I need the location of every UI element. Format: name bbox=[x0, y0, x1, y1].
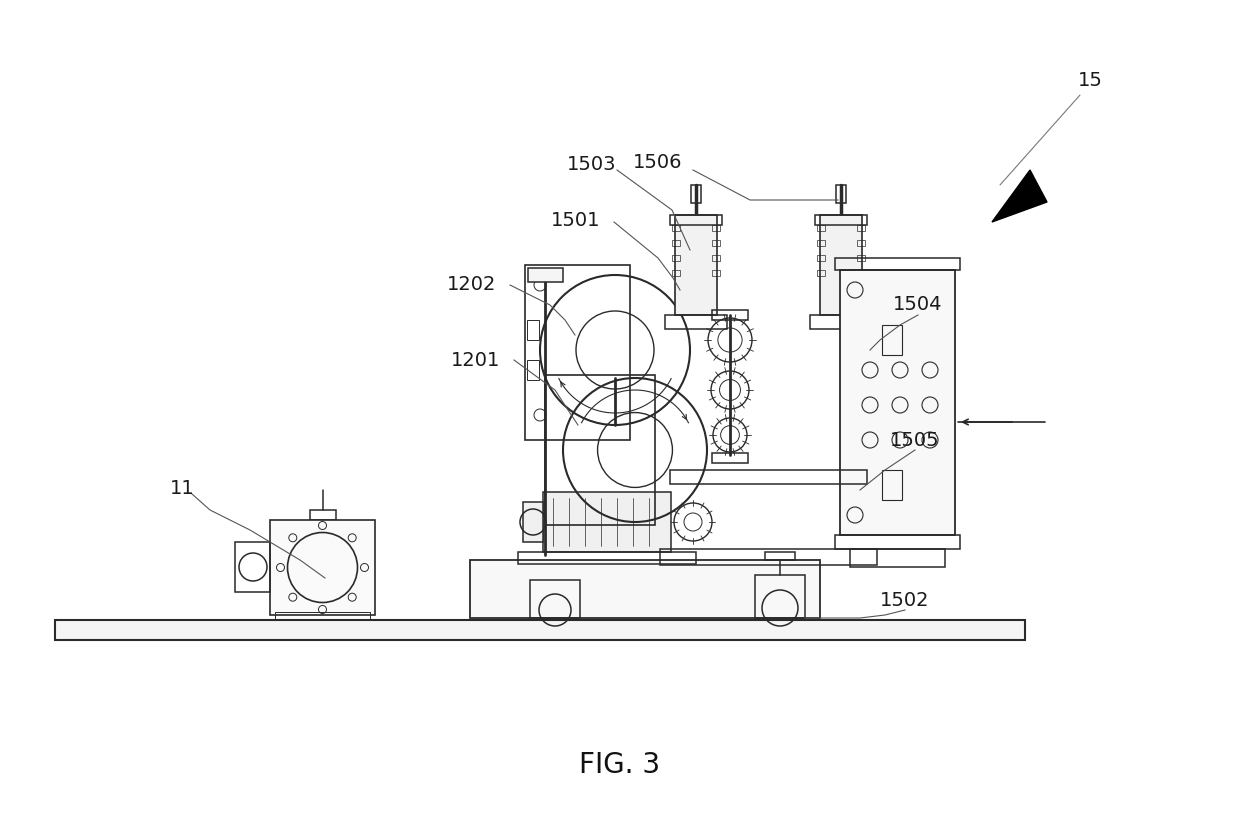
Bar bbox=[857, 225, 866, 231]
Bar bbox=[527, 360, 539, 380]
Bar bbox=[672, 240, 680, 246]
Bar bbox=[835, 535, 960, 549]
Text: 1505: 1505 bbox=[890, 430, 940, 450]
Bar bbox=[546, 375, 655, 525]
Text: 1502: 1502 bbox=[880, 591, 930, 610]
Text: 1201: 1201 bbox=[451, 350, 501, 369]
Bar bbox=[817, 240, 825, 246]
Bar bbox=[882, 470, 901, 500]
Bar bbox=[528, 268, 563, 282]
Bar bbox=[518, 552, 696, 564]
Bar bbox=[675, 215, 717, 315]
Bar bbox=[270, 520, 374, 615]
Polygon shape bbox=[992, 170, 1047, 222]
Text: FIG. 3: FIG. 3 bbox=[579, 751, 661, 779]
Bar bbox=[470, 560, 820, 618]
Bar bbox=[857, 270, 866, 276]
Bar bbox=[529, 580, 580, 618]
Bar bbox=[836, 185, 846, 203]
Bar bbox=[857, 240, 866, 246]
Bar bbox=[55, 620, 1025, 640]
Bar bbox=[712, 225, 720, 231]
Text: 1504: 1504 bbox=[893, 296, 942, 315]
Bar bbox=[670, 215, 722, 225]
Bar bbox=[672, 270, 680, 276]
Bar bbox=[817, 225, 825, 231]
Bar bbox=[543, 492, 671, 552]
Text: 1202: 1202 bbox=[448, 275, 497, 294]
Bar bbox=[275, 612, 370, 620]
Bar bbox=[672, 255, 680, 261]
Bar bbox=[815, 215, 867, 225]
Bar bbox=[755, 575, 805, 618]
Bar bbox=[523, 502, 543, 542]
Bar bbox=[712, 270, 720, 276]
Bar bbox=[765, 552, 795, 560]
Bar bbox=[835, 258, 960, 270]
Bar bbox=[691, 185, 701, 203]
Text: 1503: 1503 bbox=[567, 156, 616, 174]
Bar bbox=[236, 542, 270, 592]
Bar bbox=[670, 470, 867, 484]
Bar bbox=[820, 215, 862, 315]
Bar bbox=[882, 325, 901, 355]
Text: 15: 15 bbox=[1078, 71, 1102, 90]
Bar bbox=[665, 315, 727, 329]
Bar bbox=[712, 453, 748, 463]
Bar bbox=[310, 510, 336, 520]
Bar bbox=[712, 255, 720, 261]
Text: 1501: 1501 bbox=[552, 210, 600, 230]
Bar bbox=[712, 240, 720, 246]
Bar bbox=[527, 320, 539, 340]
Bar bbox=[849, 549, 945, 567]
Bar bbox=[817, 270, 825, 276]
Bar bbox=[810, 315, 872, 329]
Bar bbox=[672, 225, 680, 231]
Bar bbox=[660, 549, 877, 565]
Bar bbox=[817, 255, 825, 261]
Bar bbox=[525, 265, 630, 440]
Bar bbox=[857, 255, 866, 261]
Text: 1506: 1506 bbox=[634, 152, 683, 171]
Text: 11: 11 bbox=[170, 478, 195, 497]
Bar bbox=[712, 310, 748, 320]
Bar bbox=[839, 270, 955, 535]
